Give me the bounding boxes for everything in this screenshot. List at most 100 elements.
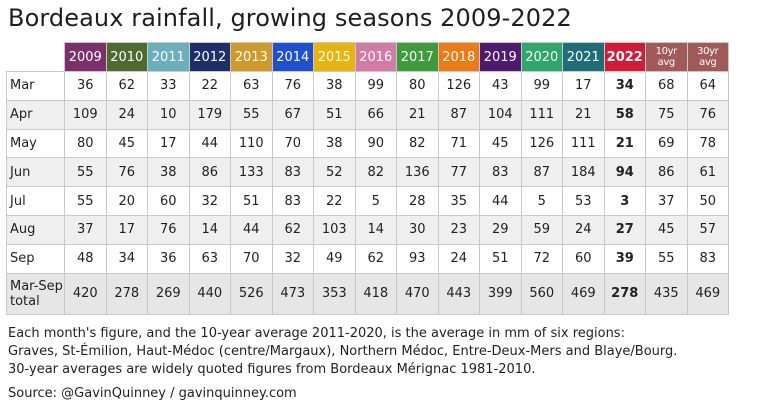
table-cell: 72 <box>520 243 563 274</box>
table-cell: 38 <box>313 71 356 101</box>
table-cell: 64 <box>686 71 729 101</box>
column-header: 2017 <box>396 42 439 72</box>
row-label: May <box>6 128 65 159</box>
header-row: 2009 2010 2011 2012 2013 2014 2015 2016 2017 2018… <box>6 42 729 72</box>
source-credit: Source: @GavinQuinney / gavinquinney.com <box>8 386 297 401</box>
table-cell: 17 <box>105 214 148 245</box>
table-cell: 23 <box>437 214 480 245</box>
table-cell: 420 <box>64 272 107 315</box>
table-cell: 45 <box>645 214 688 245</box>
table-cell: 62 <box>354 243 397 274</box>
column-header: 2016 <box>354 42 397 72</box>
table-cell: 21 <box>562 99 605 130</box>
table-cell: 78 <box>686 128 729 159</box>
table-cell: 70 <box>230 243 273 274</box>
table-cell: 418 <box>354 272 397 315</box>
table-cell: 86 <box>188 157 231 188</box>
table-cell: 21 <box>603 128 646 159</box>
table-row: Jul 55 20 60 32 51 83 22 5 28 35 44 5 53 3 37 50 <box>6 186 729 216</box>
table-cell: 353 <box>313 272 356 315</box>
table-cell: 87 <box>520 157 563 188</box>
table-cell: 76 <box>686 99 729 130</box>
table-cell: 278 <box>603 272 646 315</box>
column-header: 2014 <box>271 42 314 72</box>
table-cell: 67 <box>271 99 314 130</box>
table-cell: 63 <box>188 243 231 274</box>
table-cell: 55 <box>230 99 273 130</box>
table-cell: 38 <box>313 128 356 159</box>
table-cell: 29 <box>479 214 522 245</box>
table-cell: 27 <box>603 214 646 245</box>
row-label: Mar-Sep total <box>6 272 65 315</box>
table-cell: 443 <box>437 272 480 315</box>
table-cell: 103 <box>313 214 356 245</box>
column-header: 2011 <box>147 42 190 72</box>
row-label: Jul <box>6 186 65 216</box>
table-cell: 136 <box>396 157 439 188</box>
table-cell: 76 <box>105 157 148 188</box>
table-cell: 24 <box>105 99 148 130</box>
table-cell: 32 <box>188 186 231 216</box>
table-cell: 36 <box>147 243 190 274</box>
table-cell: 21 <box>396 99 439 130</box>
table-cell: 87 <box>437 99 480 130</box>
table-cell: 45 <box>479 128 522 159</box>
table-cell: 126 <box>520 128 563 159</box>
table-cell: 104 <box>479 99 522 130</box>
table-cell: 63 <box>230 71 273 101</box>
table-cell: 5 <box>520 186 563 216</box>
table-cell: 52 <box>313 157 356 188</box>
table-cell: 51 <box>230 186 273 216</box>
table-cell: 560 <box>520 272 563 315</box>
table-cell: 55 <box>645 243 688 274</box>
table-cell: 399 <box>479 272 522 315</box>
column-header: 2018 <box>437 42 480 72</box>
table-cell: 57 <box>686 214 729 245</box>
table-cell: 469 <box>686 272 729 315</box>
notes-line-3: 30-year averages are widely quoted figur… <box>8 362 536 377</box>
table-cell: 76 <box>271 71 314 101</box>
table-cell: 86 <box>645 157 688 188</box>
page-title: Bordeaux rainfall, growing seasons 2009-… <box>8 4 572 32</box>
table-cell: 99 <box>520 71 563 101</box>
table-cell: 30 <box>396 214 439 245</box>
table-row: Mar 36 62 33 22 63 76 38 99 80 126 43 99 17 34 68 64 <box>6 71 729 101</box>
table-cell: 37 <box>64 214 107 245</box>
table-cell: 68 <box>645 71 688 101</box>
column-header: 2015 <box>313 42 356 72</box>
table-cell: 90 <box>354 128 397 159</box>
table-cell: 24 <box>562 214 605 245</box>
table-cell: 48 <box>64 243 107 274</box>
table-cell: 80 <box>64 128 107 159</box>
rainfall-table: 2009 2010 2011 2012 2013 2014 2015 2016 2017 2018… <box>6 42 729 315</box>
table-cell: 70 <box>271 128 314 159</box>
table-cell: 22 <box>313 186 356 216</box>
table-cell: 83 <box>686 243 729 274</box>
table-cell: 76 <box>147 214 190 245</box>
table-cell: 51 <box>313 99 356 130</box>
table-cell: 60 <box>562 243 605 274</box>
table-cell: 55 <box>64 157 107 188</box>
table-cell: 45 <box>105 128 148 159</box>
table-cell: 38 <box>147 157 190 188</box>
column-header: 2019 <box>479 42 522 72</box>
table-cell: 24 <box>437 243 480 274</box>
table-cell: 435 <box>645 272 688 315</box>
column-header: 2013 <box>230 42 273 72</box>
table-cell: 83 <box>271 186 314 216</box>
table-cell: 44 <box>479 186 522 216</box>
table-row: Mar-Sep total 420 278 269 440 526 473 353 418 470… <box>6 272 729 315</box>
table-cell: 37 <box>645 186 688 216</box>
table-cell: 69 <box>645 128 688 159</box>
table-cell: 111 <box>562 128 605 159</box>
table-cell: 83 <box>271 157 314 188</box>
table-cell: 133 <box>230 157 273 188</box>
table-cell: 22 <box>188 71 231 101</box>
table-cell: 34 <box>105 243 148 274</box>
table-cell: 93 <box>396 243 439 274</box>
table-cell: 43 <box>479 71 522 101</box>
table-cell: 60 <box>147 186 190 216</box>
notes: Each month's figure, and the 10-year ave… <box>8 325 677 379</box>
table-cell: 184 <box>562 157 605 188</box>
table-cell: 110 <box>230 128 273 159</box>
